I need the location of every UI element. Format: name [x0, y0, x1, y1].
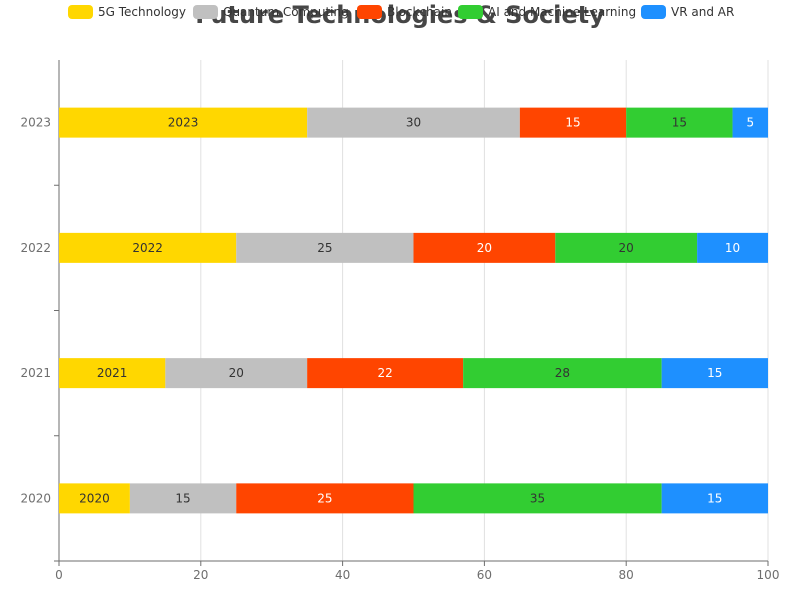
- data-label: 5: [746, 116, 754, 130]
- data-label: 15: [672, 116, 687, 130]
- data-label: 2021: [97, 366, 128, 380]
- y-tick-label: 2021: [20, 366, 51, 380]
- data-label: 20: [619, 241, 634, 255]
- data-label: 35: [530, 491, 545, 505]
- legend-item[interactable]: 5G Technology: [68, 3, 186, 21]
- bar-segment: [307, 358, 464, 389]
- bar-segment: [413, 232, 556, 263]
- data-label: 15: [707, 366, 722, 380]
- x-tick-label: 20: [193, 568, 208, 582]
- data-label: 15: [707, 491, 722, 505]
- data-label: 22: [377, 366, 392, 380]
- legend-item[interactable]: Blockchain: [357, 3, 452, 21]
- bar-segment: [463, 358, 662, 389]
- legend-item[interactable]: VR and AR: [641, 3, 734, 21]
- bar-segment: [307, 107, 520, 138]
- data-label: 25: [317, 491, 332, 505]
- legend-label: Quantum Computing: [223, 5, 349, 19]
- legend-swatch: [458, 5, 483, 19]
- y-tick-label: 2022: [20, 241, 51, 255]
- legend: 5G Technology Quantum Computing Blockchain…: [0, 3, 800, 21]
- y-tick-label: 2020: [20, 491, 51, 505]
- bar-segment: [59, 483, 130, 514]
- legend-item[interactable]: Quantum Computing: [193, 3, 349, 21]
- bar-segment: [661, 483, 768, 514]
- bar-segment: [59, 107, 308, 138]
- x-tick-label: 60: [477, 568, 492, 582]
- legend-label: 5G Technology: [98, 5, 186, 19]
- data-label: 28: [555, 366, 570, 380]
- x-tick-label: 40: [335, 568, 350, 582]
- legend-swatch: [357, 5, 382, 19]
- data-label: 25: [317, 241, 332, 255]
- bar-segment: [626, 107, 733, 138]
- bar-segment: [59, 232, 237, 263]
- data-label: 2022: [132, 241, 163, 255]
- legend-swatch: [68, 5, 93, 19]
- data-label: 30: [406, 116, 421, 130]
- bar-segment: [59, 358, 166, 389]
- bar-segment: [413, 483, 662, 514]
- bar-segment: [236, 232, 414, 263]
- bar-segment: [661, 358, 768, 389]
- y-tick-label: 2023: [20, 116, 51, 130]
- legend-swatch: [641, 5, 666, 19]
- bar-segment: [165, 358, 308, 389]
- data-label: 15: [175, 491, 190, 505]
- bar-segment: [732, 107, 768, 138]
- bar-segment: [519, 107, 627, 138]
- data-label: 20: [229, 366, 244, 380]
- bar-segment: [236, 483, 414, 514]
- legend-swatch: [193, 5, 218, 19]
- data-label: 2020: [79, 491, 110, 505]
- bar-segment: [697, 232, 768, 263]
- x-tick-label: 0: [55, 568, 63, 582]
- data-label: 2023: [168, 116, 199, 130]
- legend-label: Blockchain: [387, 5, 452, 19]
- data-label: 15: [565, 116, 580, 130]
- bar-segment: [129, 483, 237, 514]
- x-tick-label: 80: [619, 568, 634, 582]
- chart-title: Future Technologies & Society: [195, 1, 605, 29]
- data-label: 20: [477, 241, 492, 255]
- bar-segment: [555, 232, 698, 263]
- x-tick-label: 100: [757, 568, 780, 582]
- legend-label: VR and AR: [671, 5, 735, 19]
- legend-item[interactable]: AI and Machine Learning: [458, 3, 636, 21]
- legend-label: AI and Machine Learning: [488, 5, 637, 19]
- data-label: 10: [725, 241, 740, 255]
